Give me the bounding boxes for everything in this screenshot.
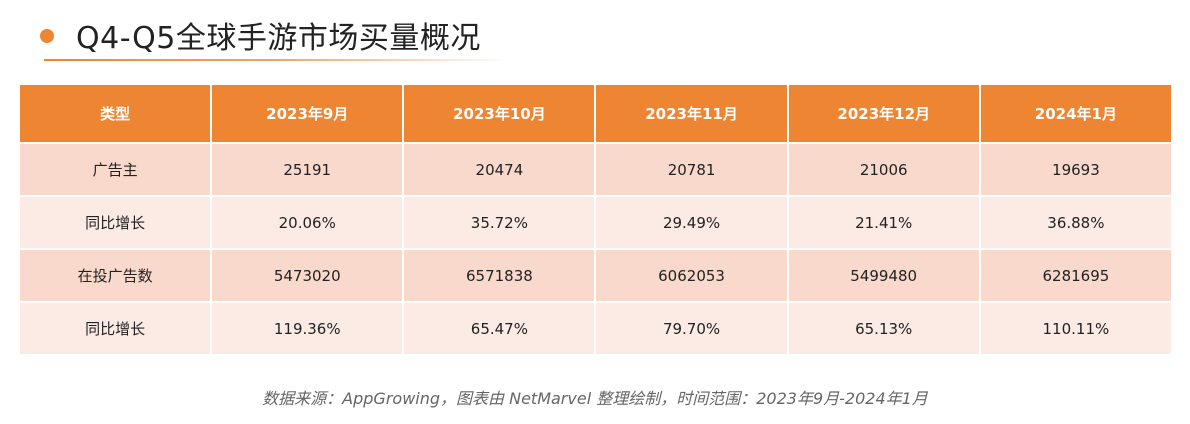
table-cell: 20.06% bbox=[212, 197, 403, 248]
column-header-2023-12: 2023年12月 bbox=[788, 85, 979, 142]
table-cell: 29.49% bbox=[596, 197, 787, 248]
table-cell: 21006 bbox=[788, 144, 979, 195]
column-header-2023-10: 2023年10月 bbox=[404, 85, 595, 142]
page-title: Q4-Q5全球手游市场买量概况 bbox=[76, 21, 481, 56]
table-cell: 35.72% bbox=[404, 197, 595, 248]
table-row: 同比增长 119.36% 65.47% 79.70% 65.13% 110.11… bbox=[20, 303, 1171, 354]
table-cell: 5499480 bbox=[788, 250, 979, 301]
column-header-type: 类型 bbox=[20, 85, 211, 142]
table-cell: 119.36% bbox=[212, 303, 403, 354]
column-header-2024-01: 2024年1月 bbox=[980, 85, 1171, 142]
table-cell: 79.70% bbox=[596, 303, 787, 354]
title-underline bbox=[44, 59, 514, 61]
row-label: 同比增长 bbox=[20, 197, 211, 248]
table-cell: 21.41% bbox=[788, 197, 979, 248]
table-cell: 6571838 bbox=[404, 250, 595, 301]
market-data-table: 类型 2023年9月 2023年10月 2023年11月 2023年12月 20… bbox=[18, 83, 1173, 356]
column-header-2023-11: 2023年11月 bbox=[596, 85, 787, 142]
table-cell: 20781 bbox=[596, 144, 787, 195]
table-row: 广告主 25191 20474 20781 21006 19693 bbox=[20, 144, 1171, 195]
row-label: 在投广告数 bbox=[20, 250, 211, 301]
table-cell: 65.13% bbox=[788, 303, 979, 354]
table-cell: 20474 bbox=[404, 144, 595, 195]
table-cell: 36.88% bbox=[980, 197, 1171, 248]
table-cell: 6062053 bbox=[596, 250, 787, 301]
table-row: 同比增长 20.06% 35.72% 29.49% 21.41% 36.88% bbox=[20, 197, 1171, 248]
table-cell: 65.47% bbox=[404, 303, 595, 354]
table-cell: 6281695 bbox=[980, 250, 1171, 301]
row-label: 同比增长 bbox=[20, 303, 211, 354]
title-bullet-icon bbox=[40, 29, 54, 43]
table-cell: 19693 bbox=[980, 144, 1171, 195]
table-cell: 110.11% bbox=[980, 303, 1171, 354]
table-header-row: 类型 2023年9月 2023年10月 2023年11月 2023年12月 20… bbox=[20, 85, 1171, 142]
column-header-2023-09: 2023年9月 bbox=[212, 85, 403, 142]
table-cell: 25191 bbox=[212, 144, 403, 195]
page-header: Q4-Q5全球手游市场买量概况 bbox=[40, 10, 481, 60]
table-cell: 5473020 bbox=[212, 250, 403, 301]
table-row: 在投广告数 5473020 6571838 6062053 5499480 62… bbox=[20, 250, 1171, 301]
row-label: 广告主 bbox=[20, 144, 211, 195]
source-note: 数据来源：AppGrowing，图表由 NetMarvel 整理绘制，时间范围：… bbox=[262, 389, 928, 408]
